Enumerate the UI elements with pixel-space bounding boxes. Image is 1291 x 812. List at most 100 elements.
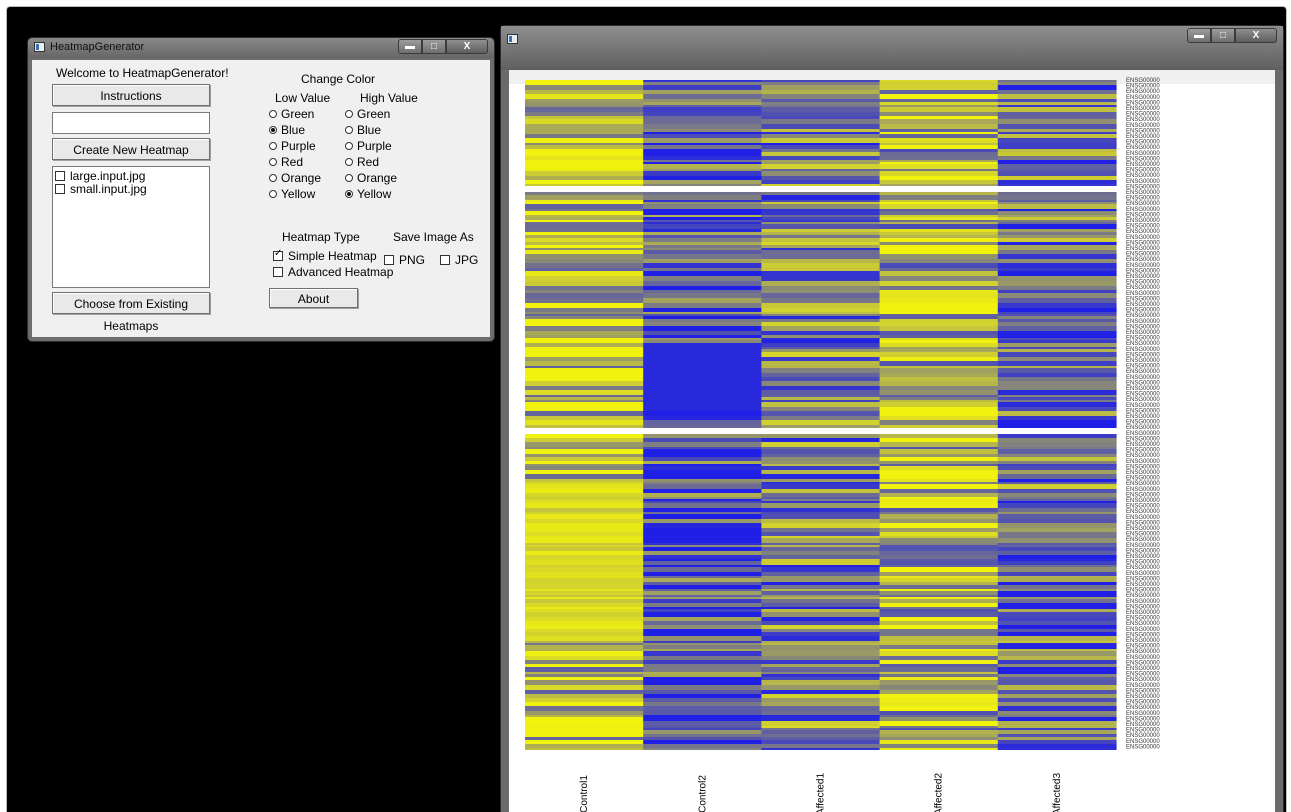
file-checkbox[interactable]: [55, 170, 65, 181]
heatmap-cell: [525, 254, 644, 259]
heatmap-cell: [879, 514, 999, 519]
heatmap-cell: [761, 195, 881, 200]
instructions-button[interactable]: Instructions: [52, 84, 210, 106]
heatmap-cell: [997, 645, 1117, 649]
heatmap-cell: [643, 129, 762, 132]
heatmap-cell: [879, 599, 999, 603]
high-value-radio-orange[interactable]: Orange: [345, 171, 397, 185]
heatmap-cell: [761, 680, 881, 685]
heatmap-cell: [761, 90, 881, 94]
simple-heatmap-check[interactable]: [273, 248, 283, 261]
radio-button[interactable]: [269, 190, 277, 198]
high-value-radio-yellow[interactable]: Yellow: [345, 187, 391, 201]
row-label: ENSG00000: [1126, 711, 1160, 717]
minimize-button[interactable]: ▬: [398, 39, 422, 54]
low-value-radio-yellow[interactable]: Yellow: [269, 187, 315, 201]
heatmap-cell: [643, 740, 762, 744]
heatmap-cell: [879, 222, 999, 224]
file-list-item[interactable]: large.input.jpg: [53, 169, 209, 183]
title-bar[interactable]: HeatmapGenerator ▬ □ X: [28, 38, 494, 58]
heatmap-cell: [525, 361, 644, 366]
heatmap-cell: [761, 368, 881, 373]
create-new-heatmap-button[interactable]: Create New Heatmap: [52, 138, 210, 160]
heatmap-cell: [879, 715, 999, 717]
row-label: ENSG00000: [1126, 644, 1160, 650]
heatmap-cell: [879, 162, 999, 164]
radio-button[interactable]: [269, 174, 277, 182]
heatmap-cell: [525, 235, 644, 238]
radio-button[interactable]: [345, 158, 353, 166]
low-value-radio-blue[interactable]: Blue: [269, 123, 305, 137]
low-value-radio-purple[interactable]: Purple: [269, 139, 316, 153]
row-label: ENSG00000: [1126, 212, 1160, 218]
low-value-radio-orange[interactable]: Orange: [269, 171, 321, 185]
heatmap-cell: [525, 508, 644, 512]
heatmap-cell: [643, 474, 762, 479]
png-check[interactable]: [384, 255, 394, 265]
choose-existing-heatmaps-button[interactable]: Choose from Existing Heatmaps: [52, 292, 210, 333]
radio-button[interactable]: [269, 142, 277, 150]
heatmap-cell: [879, 576, 999, 578]
heatmap-cell: [525, 474, 644, 479]
heatmap-cell: [879, 416, 999, 420]
radio-button[interactable]: [269, 158, 277, 166]
existing-heatmaps-list[interactable]: large.input.jpg small.input.jpg: [52, 166, 210, 288]
heatmap-cell: [879, 672, 999, 674]
radio-button[interactable]: [345, 174, 353, 182]
welcome-text: Welcome to HeatmapGenerator!: [56, 66, 229, 80]
heatmap-cell: [643, 711, 762, 715]
high-value-radio-blue[interactable]: Blue: [345, 123, 381, 137]
heatmap-cell: [525, 232, 644, 235]
new-heatmap-name-input[interactable]: [52, 112, 210, 134]
heatmap-cell: [997, 250, 1117, 254]
low-value-radio-green[interactable]: Green: [269, 107, 314, 121]
radio-button[interactable]: [345, 110, 353, 118]
close-button[interactable]: X: [446, 39, 488, 54]
row-label: ENSG00000: [1126, 571, 1160, 577]
heatmap-cell: [643, 625, 762, 629]
heatmap-cell: [997, 373, 1117, 377]
heatmap-cell: [879, 169, 999, 171]
heatmap-cell: [879, 281, 999, 286]
heatmap-cell: [525, 248, 644, 250]
row-label: ENSG00000: [1126, 666, 1160, 672]
jpg-check[interactable]: [440, 255, 450, 265]
high-value-radio-purple[interactable]: Purple: [345, 139, 392, 153]
row-label: ENSG00000: [1126, 285, 1160, 291]
simple-heatmap-checkbox[interactable]: Simple Heatmap: [273, 248, 377, 263]
heatmap-title-bar[interactable]: ▬ □ X: [501, 26, 1283, 70]
heatmap-cell: [761, 343, 881, 347]
advanced-heatmap-checkbox[interactable]: Advanced Heatmap: [273, 265, 393, 279]
low-value-radio-red[interactable]: Red: [269, 155, 303, 169]
radio-button[interactable]: [345, 126, 353, 134]
png-checkbox[interactable]: PNG: [384, 253, 425, 267]
file-checkbox[interactable]: [55, 183, 65, 194]
radio-button[interactable]: [269, 126, 277, 134]
radio-button[interactable]: [345, 142, 353, 150]
heatmap-cell: [525, 519, 644, 523]
heatmap-cell: [879, 559, 999, 561]
jpg-checkbox[interactable]: JPG: [440, 253, 478, 267]
heatmap-cell: [525, 582, 644, 585]
radio-button[interactable]: [345, 190, 353, 198]
maximize-button[interactable]: □: [422, 39, 446, 54]
heatmap-minimize-button[interactable]: ▬: [1187, 28, 1211, 43]
high-value-radio-green[interactable]: Green: [345, 107, 390, 121]
heatmap-cell: [997, 641, 1117, 643]
radio-button[interactable]: [269, 110, 277, 118]
about-button[interactable]: About: [269, 288, 358, 308]
radio-label: Orange: [357, 171, 398, 185]
heatmap-cell: [997, 105, 1117, 107]
heatmap-close-button[interactable]: X: [1235, 28, 1277, 43]
heatmap-cell: [879, 184, 999, 186]
heatmap-maximize-button[interactable]: □: [1211, 28, 1235, 43]
high-value-radio-red[interactable]: Red: [345, 155, 379, 169]
heatmap-cell: [761, 314, 881, 316]
heatmap-cell: [761, 597, 881, 599]
heatmap-cell: [879, 400, 999, 402]
heatmap-cell: [879, 138, 999, 143]
advanced-heatmap-check[interactable]: [273, 267, 283, 277]
file-list-item[interactable]: small.input.jpg: [53, 182, 209, 196]
heatmap-cell: [997, 232, 1117, 235]
heatmap-cell: [761, 156, 881, 160]
